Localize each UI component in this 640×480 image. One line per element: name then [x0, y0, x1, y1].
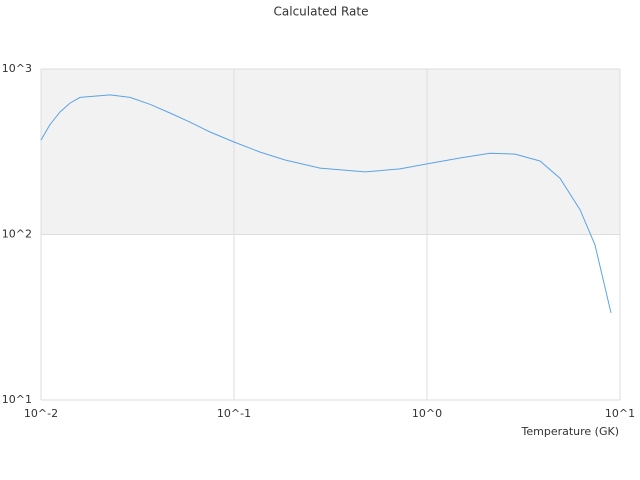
plot-band	[41, 69, 620, 235]
x-tick-label: 10^1	[605, 407, 635, 420]
chart-title: Calculated Rate	[274, 5, 369, 19]
x-tick-label: 10^-1	[217, 407, 251, 420]
y-tick-label: 10^3	[2, 62, 32, 75]
x-tick-label: 10^0	[412, 407, 442, 420]
y-tick-label: 10^1	[2, 393, 32, 406]
x-tick-label: 10^-2	[24, 407, 58, 420]
x-axis-label: Temperature (GK)	[521, 425, 620, 438]
data-line	[40, 94, 612, 314]
y-tick-label: 10^2	[2, 228, 32, 241]
